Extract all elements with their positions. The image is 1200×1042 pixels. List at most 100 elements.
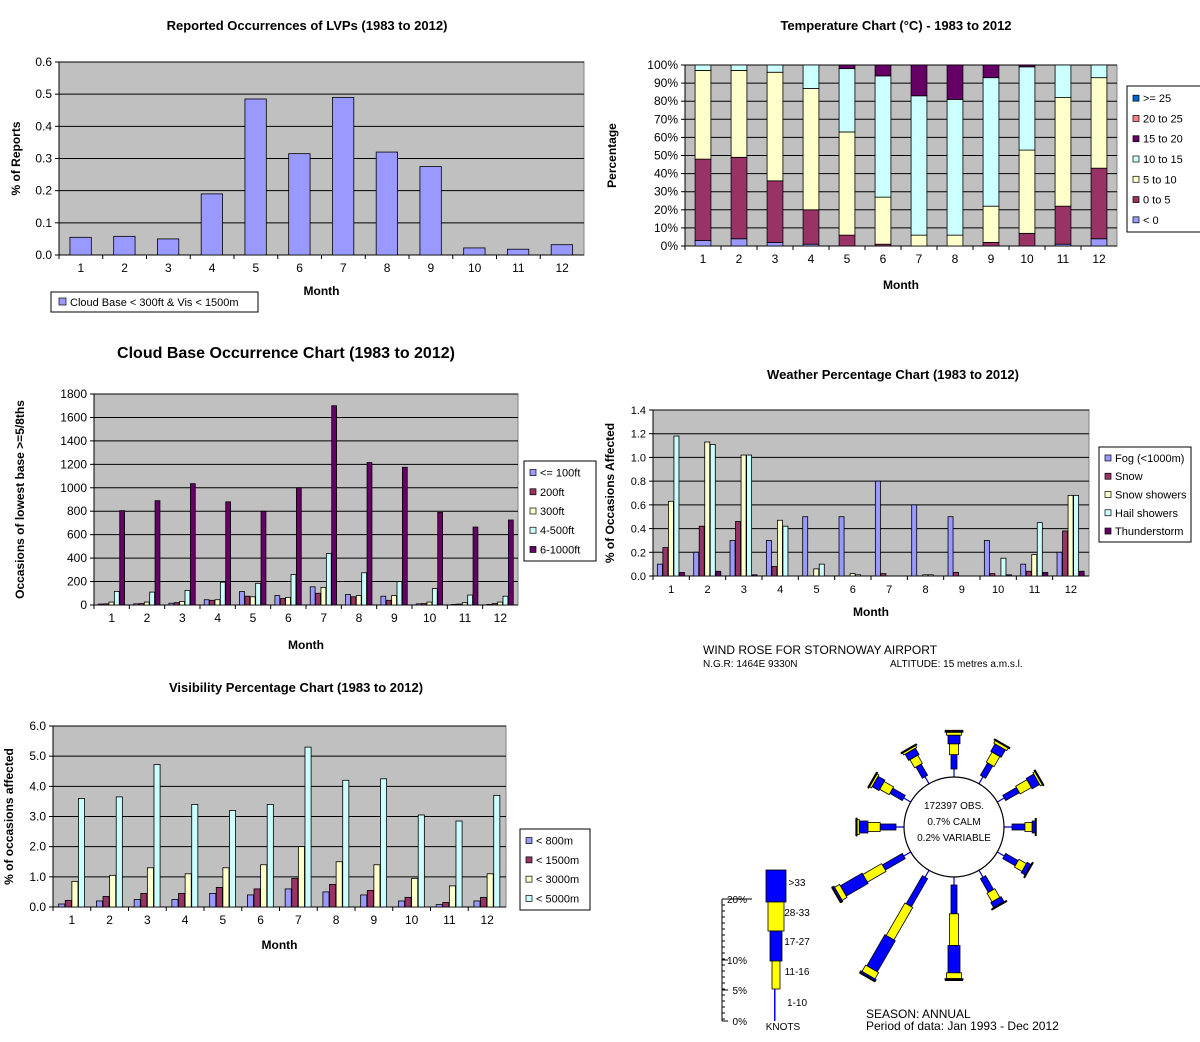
x-tick-label: 8 [333, 913, 340, 927]
bar [291, 877, 299, 908]
bar [1031, 554, 1038, 577]
bar [279, 598, 286, 606]
legend-swatch [1104, 527, 1112, 535]
key-speed-label: 11-16 [785, 967, 810, 978]
bar [922, 574, 929, 577]
x-tick-label: 4 [777, 584, 783, 596]
bar [184, 589, 191, 606]
bar [419, 166, 442, 256]
windrose-cap [1033, 769, 1045, 787]
windrose-band [947, 734, 961, 745]
bar [698, 525, 705, 577]
x-tick-label: 6 [880, 252, 887, 266]
bar [802, 516, 809, 577]
bar-segment [802, 64, 820, 89]
windrose-band [950, 754, 958, 770]
bar [322, 891, 330, 908]
bar-segment [946, 64, 964, 100]
plot-area [652, 409, 1090, 577]
bar [437, 511, 443, 606]
bar [309, 586, 316, 606]
windrose-band [946, 972, 962, 980]
bar [342, 779, 350, 908]
bar [442, 902, 450, 908]
bar-segment [1054, 64, 1072, 98]
bar [173, 602, 180, 606]
legend-swatch [1104, 472, 1112, 480]
legend-label: 15 to 20 [1143, 134, 1183, 146]
bar [431, 588, 438, 606]
bar-segment [982, 64, 1000, 79]
scale-label: 5% [733, 986, 748, 997]
bar [355, 595, 362, 606]
y-tick-label: 200 [67, 575, 87, 589]
x-axis-title: Month [883, 278, 919, 292]
bar-segment [802, 88, 820, 211]
legend-label: 6-1000ft [540, 544, 580, 556]
bar-segment [1018, 149, 1036, 234]
bar [140, 893, 148, 908]
windrose-cap [867, 771, 878, 789]
bar-segment [766, 241, 784, 247]
bar [396, 581, 403, 606]
legend-label: < 0 [1143, 215, 1159, 227]
bar [366, 890, 374, 908]
bar [168, 602, 175, 606]
bar [255, 582, 261, 606]
x-tick-label: 4 [209, 261, 216, 275]
y-tick-label: 1.2 [631, 429, 646, 441]
y-tick-label: 70% [654, 112, 678, 126]
legend-swatch [525, 875, 533, 883]
y-tick-label: 30% [654, 185, 678, 199]
x-tick-label: 10 [405, 913, 419, 927]
y-tick-label: 1000 [60, 481, 87, 495]
bar-segment [694, 158, 712, 241]
bar [229, 810, 236, 908]
bar [58, 903, 66, 908]
bar [662, 547, 669, 577]
key-band [774, 989, 776, 1021]
windrose-cap [859, 971, 876, 983]
bar [219, 581, 226, 606]
windrose-period: Period of data: Jan 1993 - Dec 2012 [866, 1019, 1059, 1033]
windrose-season: SEASON: ANNUAL [866, 1007, 971, 1021]
bar [288, 153, 311, 256]
windrose-band [862, 863, 887, 883]
bar [329, 883, 337, 908]
bar [818, 563, 825, 577]
bar [97, 603, 104, 606]
windrose-center-text: 0.7% CALM [927, 817, 980, 828]
y-tick-label: 50% [654, 149, 678, 163]
bar [421, 603, 427, 606]
windrose-band [858, 820, 869, 834]
x-tick-label: 11 [512, 261, 525, 275]
legend-swatch [529, 507, 537, 515]
bar [673, 435, 680, 577]
bar [332, 96, 355, 256]
bar [426, 601, 433, 606]
bar [740, 454, 747, 577]
bar [880, 573, 887, 577]
bar [335, 861, 343, 908]
bar-segment [1018, 232, 1036, 247]
y-tick-label: 800 [67, 504, 87, 518]
bar [401, 466, 408, 606]
x-tick-label: 12 [1092, 252, 1106, 266]
bar-segment [694, 240, 712, 247]
x-tick-label: 12 [1065, 584, 1077, 596]
bar [361, 572, 367, 606]
x-tick-label: 1 [700, 252, 707, 266]
y-tick-label: 0.4 [631, 524, 646, 536]
y-tick-label: 0.8 [631, 476, 646, 488]
bar [96, 900, 103, 908]
windrose-title: WIND ROSE FOR STORNOWAY AIRPORT [703, 643, 938, 657]
bar [249, 596, 256, 606]
bar [415, 603, 422, 606]
bar [461, 602, 468, 606]
legend-label: < 800m [536, 836, 573, 848]
scale-label: 20% [727, 895, 747, 906]
y-tick-label: 0.3 [35, 152, 52, 166]
bar [679, 572, 685, 577]
y-axis-title: Occasions of lowest base >=5/8ths [13, 400, 27, 599]
bar [295, 487, 302, 606]
